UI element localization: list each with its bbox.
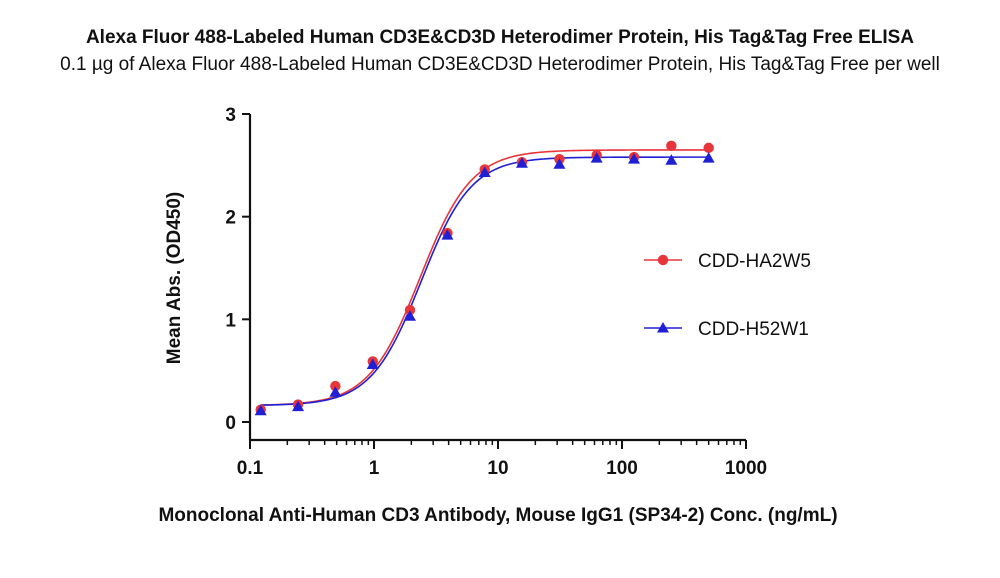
legend-marker-cdd-ha2w5 (657, 254, 669, 266)
data-point-cdd-h52w1 (515, 157, 528, 168)
data-point-cdd-h52w1 (590, 152, 603, 163)
legend-label-cdd-ha2w5: CDD-HA2W5 (698, 251, 811, 272)
y-tick-label: 3 (225, 105, 236, 126)
x-tick-label: 0.1 (237, 458, 264, 479)
fit-curves (260, 149, 709, 406)
data-point-cdd-ha2w5 (330, 380, 341, 392)
y-axis-title: Mean Abs. (OD450) (164, 192, 185, 364)
fit-curve-cdd-ha2w5 (260, 149, 709, 406)
y-tick-label: 1 (225, 310, 236, 331)
x-tick-label: 1 (369, 458, 380, 479)
data-point-cdd-h52w1 (702, 152, 715, 163)
data-point-cdd-ha2w5 (666, 140, 677, 152)
axes: 0 1 2 3 0.1 1 10 100 1000 (225, 105, 767, 479)
chart-title: Alexa Fluor 488-Labeled Human CD3E&CD3D … (85, 27, 915, 48)
x-tick-label: 100 (606, 458, 638, 479)
x-axis-title: Monoclonal Anti-Human CD3 Antibody, Mous… (158, 505, 837, 526)
legend-label-cdd-h52w1: CDD-H52W1 (698, 319, 809, 340)
y-tick-label: 2 (225, 208, 236, 229)
data-point-cdd-h52w1 (628, 153, 641, 164)
data-point-cdd-h52w1 (478, 166, 491, 178)
data-point-cdd-h52w1 (329, 386, 342, 397)
legend: CDD-HA2W5 CDD-H52W1 (644, 251, 811, 340)
chart-subtitle: 0.1 µg of Alexa Fluor 488-Labeled Human … (60, 54, 940, 75)
x-tick-label: 10 (487, 458, 508, 479)
data-point-cdd-ha2w5 (703, 142, 714, 154)
data-point-cdd-h52w1 (403, 310, 416, 321)
data-point-cdd-h52w1 (665, 154, 678, 165)
data-point-cdd-h52w1 (292, 400, 305, 412)
fit-curve-cdd-h52w1 (260, 156, 709, 406)
data-point-cdd-h52w1 (441, 229, 454, 240)
legend-marker-cdd-h52w1 (657, 322, 669, 333)
x-tick-label: 1000 (725, 458, 767, 479)
data-point-cdd-h52w1 (366, 358, 379, 370)
data-point-cdd-h52w1 (254, 404, 267, 416)
data-points (254, 140, 715, 416)
data-point-cdd-h52w1 (553, 158, 566, 169)
data-point-cdd-ha2w5 (404, 304, 416, 316)
y-tick-label: 0 (225, 413, 236, 434)
